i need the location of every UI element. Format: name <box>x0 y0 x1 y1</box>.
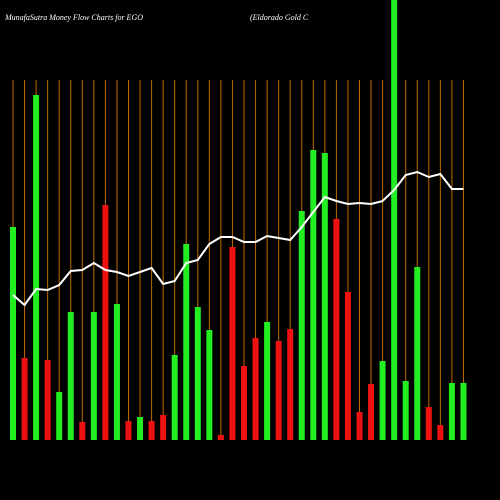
bar <box>448 383 455 440</box>
bar <box>67 312 74 440</box>
bar <box>21 358 28 440</box>
bar <box>33 95 40 440</box>
bar <box>402 381 409 440</box>
bar <box>264 322 271 440</box>
bar <box>310 150 317 440</box>
bar <box>368 384 375 440</box>
bar <box>298 211 305 440</box>
bar <box>194 307 201 440</box>
bar <box>460 383 467 440</box>
bar <box>437 425 444 440</box>
bar <box>287 329 294 440</box>
bar <box>391 0 398 440</box>
bar <box>217 435 224 440</box>
bar <box>171 355 178 440</box>
bar <box>102 205 109 440</box>
chart-subtitle: (Eldorado Gold C <box>250 13 309 22</box>
bar <box>206 330 213 440</box>
bar <box>379 361 386 440</box>
bar <box>229 247 236 440</box>
bar <box>425 407 432 440</box>
bar <box>252 338 259 440</box>
bar <box>275 341 282 440</box>
bar <box>160 415 167 440</box>
bar <box>414 267 421 440</box>
money-flow-line <box>12 170 464 307</box>
bar <box>137 417 144 440</box>
bar <box>10 227 16 440</box>
bar <box>321 153 328 440</box>
bar <box>148 421 155 440</box>
bar <box>241 366 247 440</box>
bar <box>113 304 120 440</box>
bar <box>344 292 351 440</box>
chart-title: MunafaSutra Money Flow Charts for EGO <box>4 13 143 22</box>
bar <box>44 360 51 440</box>
bar <box>183 244 190 440</box>
bar <box>90 312 97 440</box>
bar <box>56 392 63 440</box>
bar <box>125 421 132 440</box>
bar <box>79 422 86 440</box>
bar <box>333 219 340 440</box>
bar <box>356 412 363 440</box>
